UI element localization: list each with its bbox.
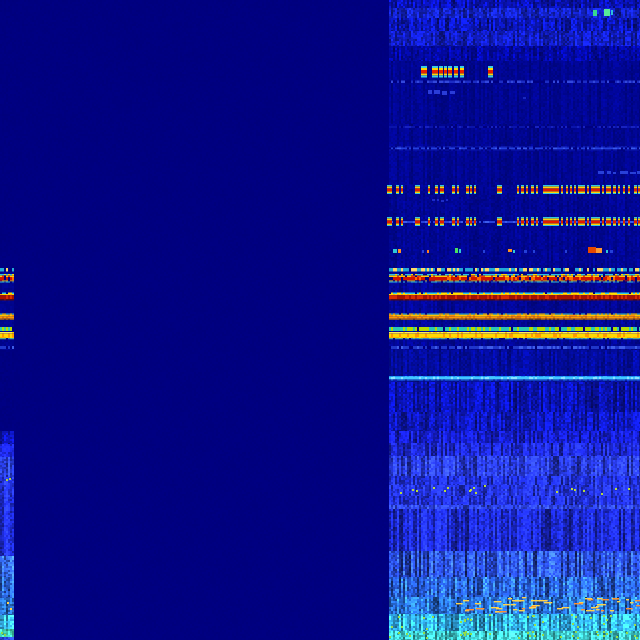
- spectrogram-view: [0, 0, 640, 640]
- spectrogram-heatmap-canvas: [0, 0, 640, 640]
